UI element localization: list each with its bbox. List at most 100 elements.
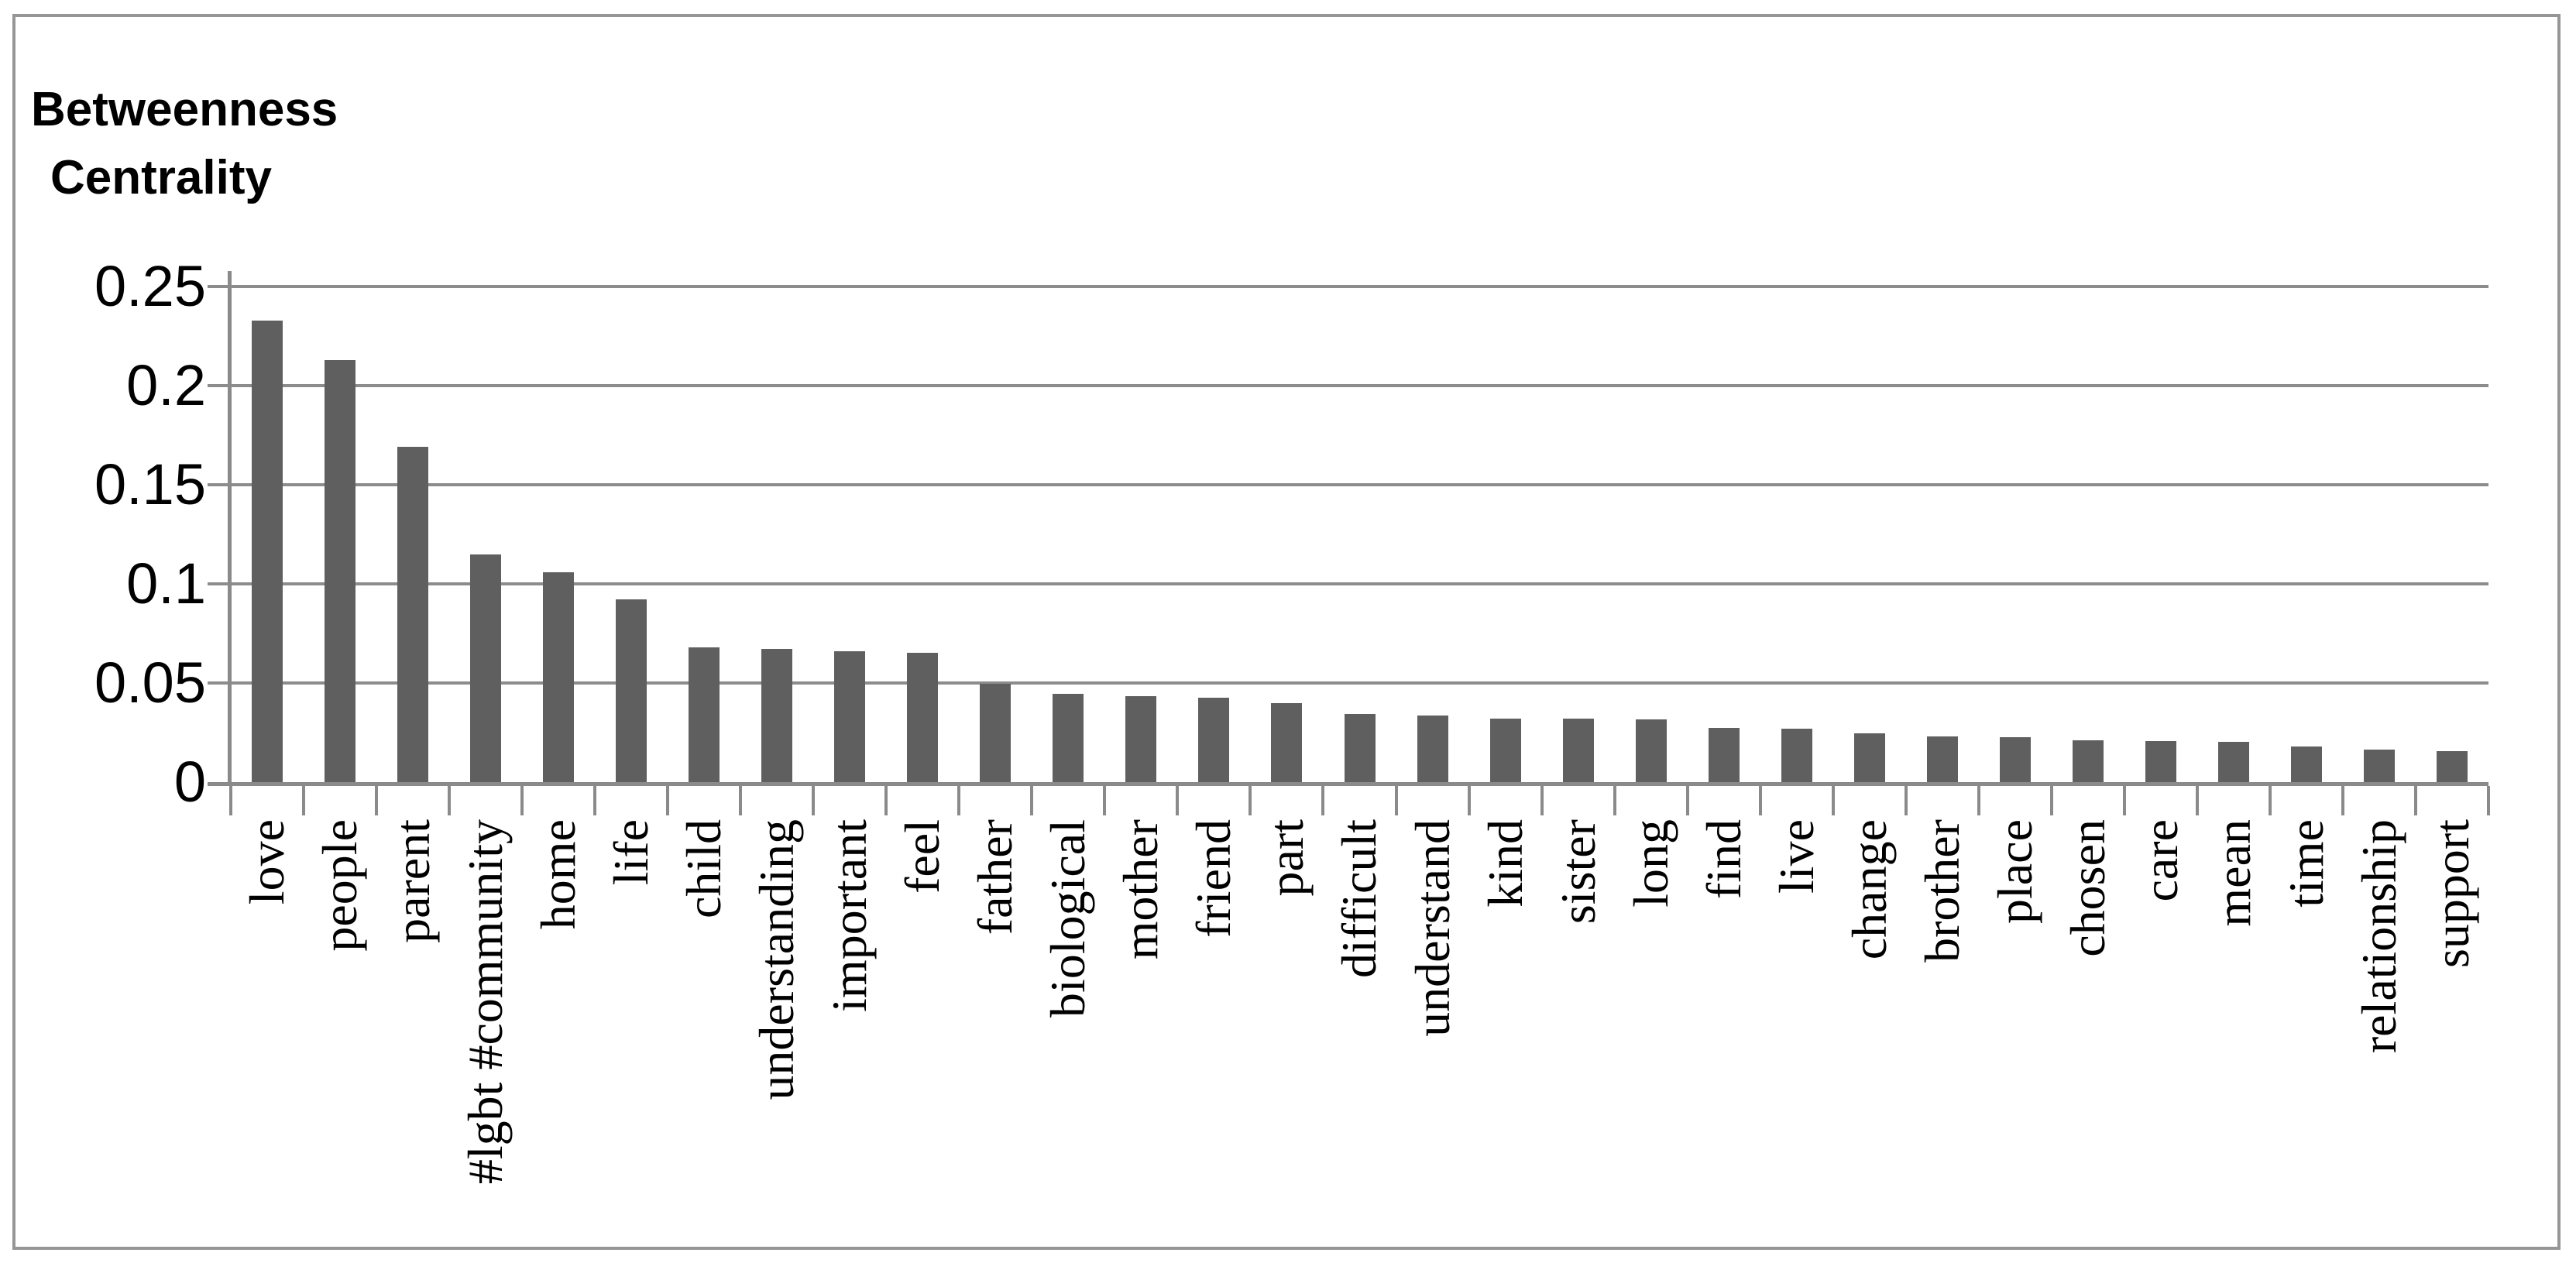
x-tick-mark — [1395, 786, 1398, 815]
x-tick-mark — [302, 786, 305, 815]
bar — [2218, 742, 2249, 784]
x-category-label-text: care — [2132, 819, 2188, 902]
chart-title-line-1: Betweenness — [31, 83, 338, 136]
x-tick-mark — [957, 786, 960, 815]
bar — [1636, 719, 1667, 784]
y-gridline — [208, 384, 2488, 387]
x-category-label: live — [1760, 819, 1833, 1222]
x-tick-mark — [2196, 786, 2199, 815]
x-category-label: understand — [1396, 819, 1469, 1222]
bar — [761, 649, 792, 784]
x-tick-mark — [1832, 786, 1835, 815]
x-category-label-text: part — [1259, 819, 1314, 897]
x-category-label: place — [1979, 819, 2052, 1222]
x-category-label: part — [1250, 819, 1323, 1222]
y-gridline — [208, 285, 2488, 288]
x-category-label-text: child — [676, 819, 732, 918]
x-category-label: chosen — [2052, 819, 2124, 1222]
x-category-label: life — [595, 819, 668, 1222]
x-category-label: long — [1615, 819, 1688, 1222]
x-category-label: time — [2270, 819, 2343, 1222]
bar — [1927, 736, 1958, 784]
y-tick-label: 0.2 — [126, 353, 206, 417]
x-category-label-text: change — [1841, 819, 1897, 960]
x-category-label: relationship — [2343, 819, 2416, 1222]
x-category-label: brother — [1906, 819, 1979, 1222]
y-tick-label: 0.25 — [94, 254, 206, 318]
x-category-label-text: find — [1695, 819, 1751, 900]
x-category-label-text: friend — [1186, 819, 1242, 938]
y-gridline — [208, 681, 2488, 685]
x-tick-mark — [739, 786, 742, 815]
x-category-label: sister — [1542, 819, 1615, 1222]
x-category-label-text: important — [822, 819, 878, 1012]
bar — [397, 447, 428, 784]
bar — [1053, 694, 1084, 784]
bar — [689, 647, 720, 784]
x-tick-mark — [593, 786, 596, 815]
x-category-label: care — [2124, 819, 2197, 1222]
x-category-label: difficult — [1323, 819, 1396, 1222]
x-tick-mark — [520, 786, 524, 815]
x-category-label-text: love — [239, 819, 295, 905]
x-tick-mark — [812, 786, 815, 815]
x-tick-mark — [1103, 786, 1106, 815]
x-category-label-text: brother — [1914, 819, 1970, 963]
x-category-label-text: #lgbt #community — [458, 819, 513, 1185]
x-tick-mark — [1249, 786, 1252, 815]
x-category-label-text: support — [2423, 819, 2479, 968]
x-tick-mark — [2341, 786, 2344, 815]
x-category-label-text: life — [603, 819, 659, 886]
bar — [834, 651, 865, 784]
bar — [1345, 714, 1376, 784]
x-category-label-text: live — [1768, 819, 1824, 894]
x-category-label-text: long — [1623, 819, 1678, 908]
bar — [907, 653, 938, 784]
x-category-label: understanding — [740, 819, 813, 1222]
y-tick-label: 0 — [173, 750, 206, 814]
x-category-label-text: understand — [1404, 819, 1460, 1037]
bar — [1709, 728, 1740, 784]
x-tick-mark — [1977, 786, 1980, 815]
x-tick-mark — [2414, 786, 2417, 815]
bar — [1271, 703, 1302, 784]
bar — [2364, 750, 2395, 784]
bar — [543, 572, 574, 784]
bar — [1490, 719, 1521, 784]
x-category-label: friend — [1177, 819, 1250, 1222]
x-category-label: feel — [886, 819, 959, 1222]
y-gridline — [208, 483, 2488, 486]
x-tick-mark — [884, 786, 888, 815]
x-category-label-text: biological — [1040, 819, 1096, 1018]
x-tick-mark — [666, 786, 669, 815]
x-tick-mark — [1030, 786, 1033, 815]
x-category-label-text: time — [2278, 819, 2334, 908]
x-category-label: love — [231, 819, 304, 1222]
x-category-label-text: father — [967, 819, 1023, 935]
x-category-label-text: mean — [2205, 819, 2261, 927]
x-tick-mark — [2487, 786, 2490, 815]
bar — [2073, 740, 2104, 784]
x-category-label-text: chosen — [2059, 819, 2115, 957]
x-category-label: father — [959, 819, 1032, 1222]
bar — [2291, 746, 2322, 784]
bar — [980, 684, 1011, 784]
x-category-label-text: parent — [385, 819, 441, 943]
x-axis-line — [208, 782, 2488, 786]
x-category-label: child — [668, 819, 740, 1222]
bar — [1417, 716, 1448, 784]
x-category-label: biological — [1032, 819, 1104, 1222]
x-tick-mark — [1905, 786, 1908, 815]
y-tick-label: 0.05 — [94, 650, 206, 715]
bar — [1854, 733, 1885, 784]
y-tick-label: 0.15 — [94, 452, 206, 517]
y-tick-label: 0.1 — [126, 551, 206, 616]
x-category-label: change — [1833, 819, 1906, 1222]
chart-title: Betweenness Centrality — [31, 76, 338, 212]
x-tick-mark — [1686, 786, 1689, 815]
x-category-label: support — [2416, 819, 2488, 1222]
x-category-label-text: place — [1987, 819, 2042, 924]
bar — [325, 360, 355, 784]
bar — [2437, 751, 2468, 784]
bar — [2145, 741, 2176, 784]
